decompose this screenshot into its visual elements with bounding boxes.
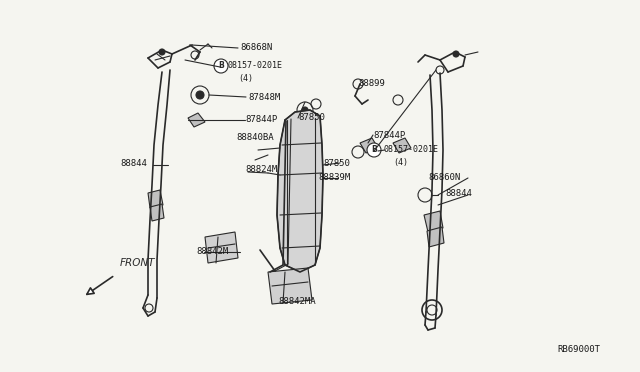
Circle shape — [159, 49, 165, 55]
Polygon shape — [150, 204, 164, 221]
Polygon shape — [424, 211, 443, 232]
Text: 86868N: 86868N — [240, 44, 272, 52]
Polygon shape — [268, 268, 312, 304]
Circle shape — [367, 143, 381, 157]
Polygon shape — [393, 138, 411, 153]
Text: 87848M: 87848M — [248, 93, 280, 102]
Text: 86860N: 86860N — [428, 173, 460, 182]
Text: B: B — [371, 145, 377, 154]
Text: 88839M: 88839M — [318, 173, 350, 182]
Polygon shape — [188, 113, 205, 127]
Circle shape — [453, 51, 459, 57]
Text: 88842MA: 88842MA — [278, 298, 316, 307]
Polygon shape — [148, 190, 163, 208]
Text: 87844P: 87844P — [373, 131, 405, 140]
Text: 88844: 88844 — [445, 189, 472, 198]
Text: 08157-0201E: 08157-0201E — [228, 61, 283, 71]
Polygon shape — [205, 232, 238, 263]
Text: 88840BA: 88840BA — [236, 132, 274, 141]
Circle shape — [214, 59, 228, 73]
Text: 87850: 87850 — [298, 113, 325, 122]
Text: (4): (4) — [238, 74, 253, 83]
Circle shape — [196, 91, 204, 99]
Text: 08157-0201E: 08157-0201E — [383, 145, 438, 154]
Text: 87850: 87850 — [323, 158, 350, 167]
Text: 88899: 88899 — [358, 80, 385, 89]
Text: RB69000T: RB69000T — [557, 346, 600, 355]
Text: 88842M: 88842M — [196, 247, 228, 257]
Polygon shape — [277, 110, 323, 272]
Text: 87844P: 87844P — [245, 115, 277, 125]
Text: B: B — [218, 61, 224, 71]
Text: 88844: 88844 — [120, 160, 147, 169]
Circle shape — [302, 107, 308, 113]
Text: FRONT: FRONT — [120, 258, 156, 268]
Polygon shape — [360, 138, 378, 153]
Text: 88824M: 88824M — [245, 166, 277, 174]
Polygon shape — [427, 227, 444, 247]
Text: (4): (4) — [393, 157, 408, 167]
